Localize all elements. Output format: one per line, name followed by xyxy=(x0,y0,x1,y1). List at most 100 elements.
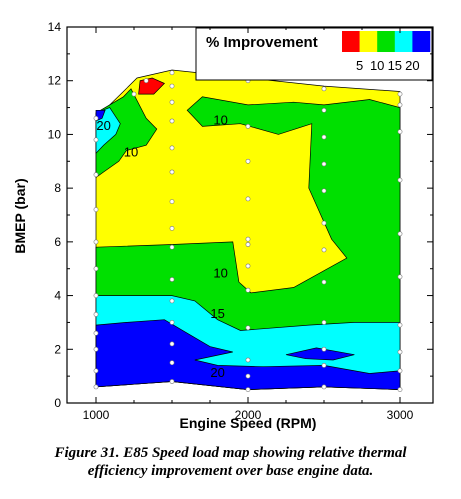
data-point xyxy=(169,145,175,151)
y-tick-label: 10 xyxy=(48,127,62,141)
y-tick-label: 2 xyxy=(54,342,61,356)
data-point xyxy=(321,86,327,92)
axes: 0 2 4 6 8 10 12 14 1000 2000 3000 xyxy=(48,20,433,422)
x-tick-label: 1000 xyxy=(83,408,110,422)
data-point xyxy=(245,242,251,247)
data-point xyxy=(169,319,175,325)
data-point xyxy=(397,177,403,183)
data-point xyxy=(321,346,327,352)
data-point xyxy=(169,70,175,76)
caption-line-1: Figure 31. E85 Speed load map showing re… xyxy=(54,445,407,461)
data-point xyxy=(245,158,251,164)
legend-level-label: 20 xyxy=(405,58,419,73)
data-point xyxy=(245,287,251,293)
y-tick-label: 4 xyxy=(54,289,61,303)
contour-label: 20 xyxy=(210,365,224,380)
data-point xyxy=(245,196,251,202)
data-point xyxy=(169,199,175,204)
data-point xyxy=(397,102,403,108)
data-point xyxy=(169,99,175,105)
data-point xyxy=(245,373,251,379)
y-tick-label: 0 xyxy=(54,396,61,410)
data-point xyxy=(245,263,251,269)
legend-swatch xyxy=(412,31,431,52)
contour-label: 10 xyxy=(213,112,227,127)
data-point xyxy=(245,387,251,392)
data-point xyxy=(321,107,327,113)
data-point xyxy=(93,346,99,352)
data-point xyxy=(93,239,99,245)
data-point xyxy=(169,379,175,384)
contour-label: 10 xyxy=(124,145,138,160)
legend-title: % Improvement xyxy=(206,34,318,51)
data-point xyxy=(169,83,175,89)
legend-level-label: 10 xyxy=(370,58,384,73)
data-point xyxy=(143,78,149,84)
data-point xyxy=(397,129,403,135)
legend-level-label: 5 xyxy=(356,58,363,73)
contour-label: 20 xyxy=(96,118,110,133)
data-point xyxy=(169,225,175,231)
data-point xyxy=(169,360,175,366)
data-point xyxy=(321,362,327,368)
y-axis-label: BMEP (bar) xyxy=(12,178,28,253)
data-point xyxy=(131,91,137,97)
data-point xyxy=(245,236,251,242)
y-tick-label: 12 xyxy=(48,74,62,88)
x-tick-label: 3000 xyxy=(387,408,414,422)
data-point xyxy=(321,247,327,253)
region-blue-band xyxy=(95,319,401,390)
data-point xyxy=(397,322,403,328)
x-tick-label: 2000 xyxy=(235,408,262,422)
data-point xyxy=(321,319,327,325)
data-point xyxy=(245,357,251,363)
data-point xyxy=(93,137,99,143)
caption-line-2: efficiency improvement over base engine … xyxy=(87,463,374,479)
contour-labels: 20 10 10 10 15 20 xyxy=(96,112,227,380)
data-point xyxy=(321,220,327,226)
legend-swatch xyxy=(377,31,396,52)
legend-level-label: 15 xyxy=(388,58,402,73)
data-point xyxy=(169,298,175,304)
region-blue-island xyxy=(285,347,355,361)
data-point xyxy=(93,115,99,121)
legend-swatch xyxy=(359,31,378,52)
data-point xyxy=(169,277,175,282)
data-point xyxy=(397,349,403,355)
data-point xyxy=(93,384,99,390)
y-tick-label: 8 xyxy=(54,181,61,195)
data-point xyxy=(93,207,99,212)
data-point xyxy=(93,330,99,336)
contour-regions xyxy=(95,69,401,391)
data-point xyxy=(245,325,251,331)
contour-label: 15 xyxy=(210,306,224,321)
x-axis-label: Engine Speed (RPM) xyxy=(180,415,317,431)
y-tick-label: 6 xyxy=(54,235,61,249)
data-point xyxy=(321,188,327,194)
data-point xyxy=(93,368,99,374)
data-point xyxy=(169,341,175,347)
legend: % Improvement 5 10 15 20 xyxy=(195,27,433,81)
data-point xyxy=(397,231,403,237)
y-tick-label: 14 xyxy=(48,20,62,34)
data-point xyxy=(93,311,99,317)
data-point xyxy=(321,384,327,390)
contour-label: 10 xyxy=(213,266,227,281)
legend-swatch xyxy=(342,31,360,52)
data-point xyxy=(93,293,99,298)
data-point xyxy=(321,161,327,167)
data-point xyxy=(169,244,175,250)
data-point xyxy=(245,124,251,129)
data-point xyxy=(321,134,327,140)
data-point xyxy=(169,118,175,124)
data-point xyxy=(397,387,403,392)
data-points xyxy=(93,70,403,392)
data-point xyxy=(321,279,327,285)
data-point xyxy=(397,368,403,374)
data-point xyxy=(93,266,99,272)
data-point xyxy=(397,91,403,97)
data-point xyxy=(397,274,403,280)
figure-caption: Figure 31. E85 Speed load map showing re… xyxy=(0,444,461,480)
legend-swatch xyxy=(394,31,413,52)
